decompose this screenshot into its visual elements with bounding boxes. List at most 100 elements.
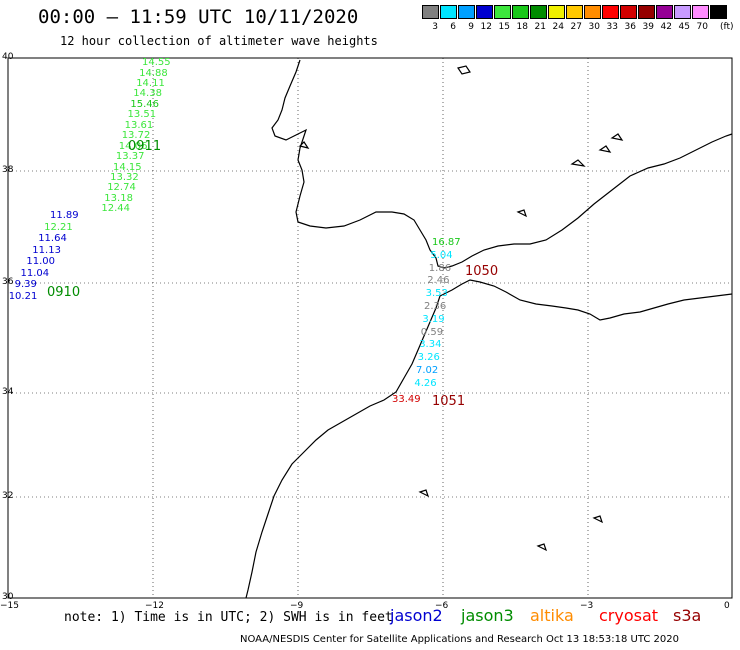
longitude-label: −3 bbox=[580, 601, 594, 611]
wave-height-value: 5.04 bbox=[430, 249, 453, 261]
wave-height-value: 14.06 bbox=[118, 140, 148, 152]
legend-swatch bbox=[566, 5, 583, 19]
wave-height-value: 13.61 bbox=[124, 119, 154, 131]
latitude-label: 30 bbox=[2, 592, 14, 602]
legend-swatch bbox=[512, 5, 529, 19]
longitude-label: −12 bbox=[145, 601, 164, 611]
legend-label: 30 bbox=[588, 22, 600, 32]
wave-height-value: 13.51 bbox=[127, 109, 157, 121]
wave-height-value: 10.21 bbox=[8, 290, 38, 302]
legend-swatch bbox=[710, 5, 727, 19]
legend-label: 36 bbox=[624, 22, 636, 32]
track-id-label: 1050 bbox=[465, 264, 499, 279]
legend-swatch bbox=[530, 5, 547, 19]
track-id-label: 0911 bbox=[128, 139, 162, 154]
legend-swatch bbox=[584, 5, 601, 19]
legend-label: 15 bbox=[498, 22, 510, 32]
legend-label: 9 bbox=[468, 22, 474, 32]
wave-height-value: 13.32 bbox=[110, 171, 139, 183]
wave-height-value: 11.89 bbox=[50, 210, 79, 221]
legend-label: 24 bbox=[552, 22, 564, 32]
legend-swatch bbox=[692, 5, 709, 19]
longitude-label: 0 bbox=[724, 601, 730, 611]
latitude-label: 40 bbox=[2, 52, 14, 62]
wave-height-value: 12.21 bbox=[44, 221, 73, 233]
legend-swatch bbox=[620, 5, 637, 19]
wave-height-value: 13.72 bbox=[121, 130, 151, 142]
latitude-label: 38 bbox=[2, 165, 14, 175]
wave-height-value: 7.02 bbox=[416, 365, 439, 376]
legend-swatch bbox=[548, 5, 565, 19]
legend-label: 12 bbox=[480, 22, 492, 32]
wave-height-value: 11.64 bbox=[38, 233, 67, 244]
legend-swatch bbox=[494, 5, 511, 19]
satellite-label: jason2 bbox=[390, 606, 443, 625]
latitude-label: 36 bbox=[2, 277, 14, 287]
legend-label: 70 bbox=[696, 22, 708, 32]
legend-swatch bbox=[440, 5, 457, 19]
satellite-label: altika bbox=[530, 606, 574, 625]
legend-label: 42 bbox=[660, 22, 672, 32]
wave-height-value: 14.15 bbox=[113, 161, 142, 173]
wave-height-value: 0.59 bbox=[420, 326, 444, 338]
longitude-label: −9 bbox=[290, 601, 304, 611]
footer-credit: NOAA/NESDIS Center for Satellite Applica… bbox=[240, 634, 679, 645]
wave-height-value: 14.38 bbox=[133, 88, 162, 100]
color-legend: 3 6 9 12 15 18 21 24 27 30 33 36 39 42 45 70 (ft) bbox=[422, 5, 734, 32]
legend-swatch bbox=[602, 5, 619, 19]
wave-height-value: 9.39 bbox=[14, 279, 37, 290]
latitude-label: 34 bbox=[2, 387, 14, 397]
wave-height-value: 33.49 bbox=[392, 394, 421, 405]
wave-height-value: 4.26 bbox=[414, 377, 437, 389]
wave-height-value: 11.00 bbox=[26, 256, 56, 267]
latitude-label: 32 bbox=[2, 491, 14, 501]
legend-swatch bbox=[422, 5, 439, 19]
legend-swatch bbox=[656, 5, 673, 19]
map-subtitle: 12 hour collection of altimeter wave hei… bbox=[60, 34, 378, 48]
legend-unit: (ft) bbox=[720, 22, 734, 32]
legend-label: 27 bbox=[570, 22, 582, 32]
legend-swatch bbox=[476, 5, 493, 19]
wave-height-value: 13.37 bbox=[115, 151, 145, 163]
wave-height-value: 12.74 bbox=[107, 182, 136, 194]
wave-height-value: 11.04 bbox=[20, 267, 50, 279]
wave-height-value: 3.34 bbox=[419, 339, 442, 351]
legend-swatch bbox=[674, 5, 691, 19]
wave-height-value: 16.87 bbox=[432, 237, 461, 248]
legend-labels: 3 6 9 12 15 18 21 24 27 30 33 36 39 42 45 70 (ft) bbox=[422, 22, 734, 32]
footer-note: note: 1) Time is in UTC; 2) SWH is in fe… bbox=[64, 610, 393, 625]
wave-height-value: 2.46 bbox=[427, 275, 450, 287]
legend-label: 33 bbox=[606, 22, 618, 32]
wave-height-value: 11.13 bbox=[32, 244, 61, 256]
legend-label: 45 bbox=[678, 22, 690, 32]
coastline bbox=[245, 59, 733, 599]
legend-label: 18 bbox=[516, 22, 528, 32]
map-title: 00:00 – 11:59 UTC 10/11/2020 bbox=[38, 6, 359, 28]
graticule bbox=[8, 58, 732, 598]
wave-height-value: 13.18 bbox=[104, 192, 133, 204]
satellite-label: s3a bbox=[673, 606, 702, 625]
wave-height-value: 14.55 bbox=[142, 57, 171, 68]
legend-label: 39 bbox=[642, 22, 654, 32]
wave-height-value: 15.46 bbox=[130, 98, 160, 110]
legend-label: 6 bbox=[450, 22, 456, 32]
track-id-label: 1051 bbox=[432, 394, 466, 409]
wave-height-value: 3.53 bbox=[425, 288, 448, 300]
legend-swatch bbox=[458, 5, 475, 19]
wave-height-value: 14.11 bbox=[136, 77, 165, 89]
wave-height-value: 1.86 bbox=[428, 262, 452, 274]
wave-height-value: 2.36 bbox=[424, 301, 447, 312]
wave-height-value: 12.44 bbox=[101, 203, 131, 215]
track-id-label: 0910 bbox=[47, 285, 81, 300]
legend-swatch bbox=[638, 5, 655, 19]
legend-label: 21 bbox=[534, 22, 546, 32]
satellite-label: cryosat bbox=[599, 606, 659, 625]
legend-label: 3 bbox=[432, 22, 438, 32]
wave-height-value: 3.26 bbox=[417, 352, 440, 364]
map-frame bbox=[7, 57, 733, 599]
wave-height-value: 3.19 bbox=[422, 313, 445, 325]
legend-bar bbox=[422, 5, 734, 19]
longitude-label: −15 bbox=[0, 601, 19, 611]
longitude-label: −6 bbox=[435, 601, 449, 611]
